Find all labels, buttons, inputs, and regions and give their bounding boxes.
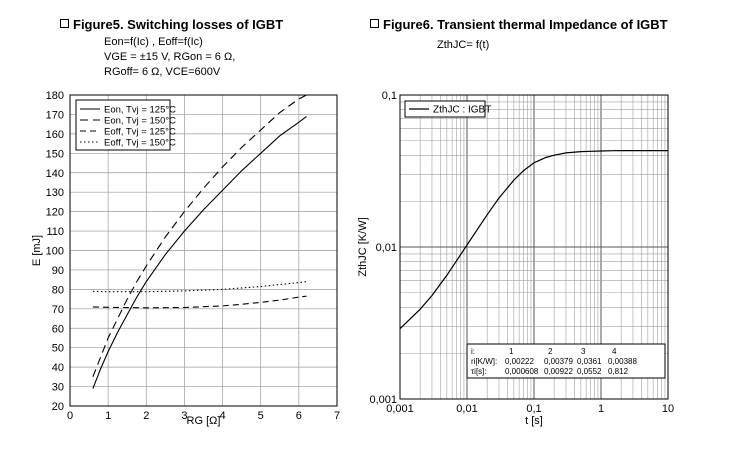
y-tick-label: 40 (52, 362, 64, 374)
legend-label: Eon, Tvj = 125°C (104, 105, 176, 116)
x-tick-label: 4 (220, 410, 226, 422)
x-tick-label: 0,1 (526, 403, 541, 415)
y-tick-label: 50 (52, 343, 64, 355)
y-tick-label: 30 (52, 382, 64, 394)
legend-label: Eoff, Tvj = 125°C (104, 127, 176, 138)
table-cell: 0,812 (608, 367, 629, 376)
table-cell: 0,00922 (544, 367, 573, 376)
figure6-bullet-icon (370, 19, 379, 28)
y-tick-label: 150 (46, 148, 64, 160)
table-cell: 0,00379 (544, 357, 573, 366)
y-tick-label: 80 (52, 284, 64, 296)
x-tick-label: 2 (143, 410, 149, 422)
series-line (92, 94, 307, 378)
x-tick-label: 7 (334, 410, 340, 422)
table-cell: 2 (548, 347, 553, 356)
figure5-bullet-icon (60, 19, 69, 28)
y-tick-label: 100 (46, 246, 64, 258)
x-axis-label: t [s] (525, 415, 543, 427)
y-tick-label: 60 (52, 323, 64, 335)
y-tick-label: 160 (46, 129, 64, 141)
y-tick-label: 90 (52, 265, 64, 277)
x-axis-label: RG [Ω] (187, 415, 221, 427)
series-line (399, 150, 668, 330)
x-tick-label: 0,001 (386, 403, 414, 415)
table-cell: 0,00222 (505, 357, 534, 366)
y-axis-label: ZthJC [K/W] (357, 217, 369, 276)
x-tick-label: 3 (181, 410, 187, 422)
table-cell: 0,0552 (577, 367, 602, 376)
legend-label: Eoff, Tvj = 150°C (104, 138, 176, 149)
figure5-conditions-line1: Eon=f(Ic) , Eoff=f(Ic) (104, 36, 203, 48)
series-line (92, 295, 307, 309)
x-tick-label: 10 (662, 403, 674, 415)
table-cell: 4 (612, 347, 617, 356)
x-tick-label: 1 (105, 410, 111, 422)
y-tick-label: 70 (52, 304, 64, 316)
y-tick-label: 140 (46, 168, 64, 180)
table-cell: 0,00388 (608, 357, 637, 366)
y-tick-label: 180 (46, 90, 64, 102)
table-cell: 3 (581, 347, 586, 356)
figure6-conditions-line1: ZthJC= f(t) (437, 39, 490, 51)
legend-label: ZthJC : IGBT (433, 105, 491, 116)
legend-box (404, 100, 486, 118)
figure5-title: Figure5. Switching losses of IGBT (60, 17, 283, 32)
parameter-table (466, 343, 666, 379)
plot-frame (69, 94, 338, 407)
y-tick-label: 170 (46, 109, 64, 121)
y-tick-label: 0,001 (369, 394, 397, 406)
y-axis-label: E [mJ] (31, 235, 43, 266)
y-tick-label: 120 (46, 207, 64, 219)
y-tick-label: 0,01 (376, 242, 397, 254)
x-tick-label: 5 (258, 410, 264, 422)
y-tick-label: 130 (46, 187, 64, 199)
figure5-conditions-line3: RGoff= 6 Ω, VCE=600V (104, 66, 221, 78)
plot-frame (399, 94, 669, 400)
legend-box (75, 99, 171, 151)
table-cell: 0,0361 (577, 357, 602, 366)
figure6-title: Figure6. Transient thermal Impedance of … (370, 17, 668, 32)
series-line (92, 115, 307, 389)
y-tick-label: 20 (52, 401, 64, 413)
x-tick-label: 0 (67, 410, 73, 422)
figure5-conditions-line2: VGE = ±15 V, RGon = 6 Ω, (104, 51, 236, 63)
x-tick-label: 1 (598, 403, 604, 415)
table-cell: 1 (509, 347, 514, 356)
y-tick-label: 110 (46, 226, 64, 238)
y-tick-label: 0,1 (382, 90, 397, 102)
x-tick-label: 0,01 (456, 403, 477, 415)
legend-label: Eon, Tvj = 150°C (104, 116, 176, 127)
table-cell: 0,000608 (505, 367, 539, 376)
table-cell: τi[s]: (471, 367, 487, 376)
table-cell: ri[K/W]: (471, 357, 497, 366)
table-cell: i: (471, 347, 475, 356)
x-tick-label: 6 (296, 410, 302, 422)
